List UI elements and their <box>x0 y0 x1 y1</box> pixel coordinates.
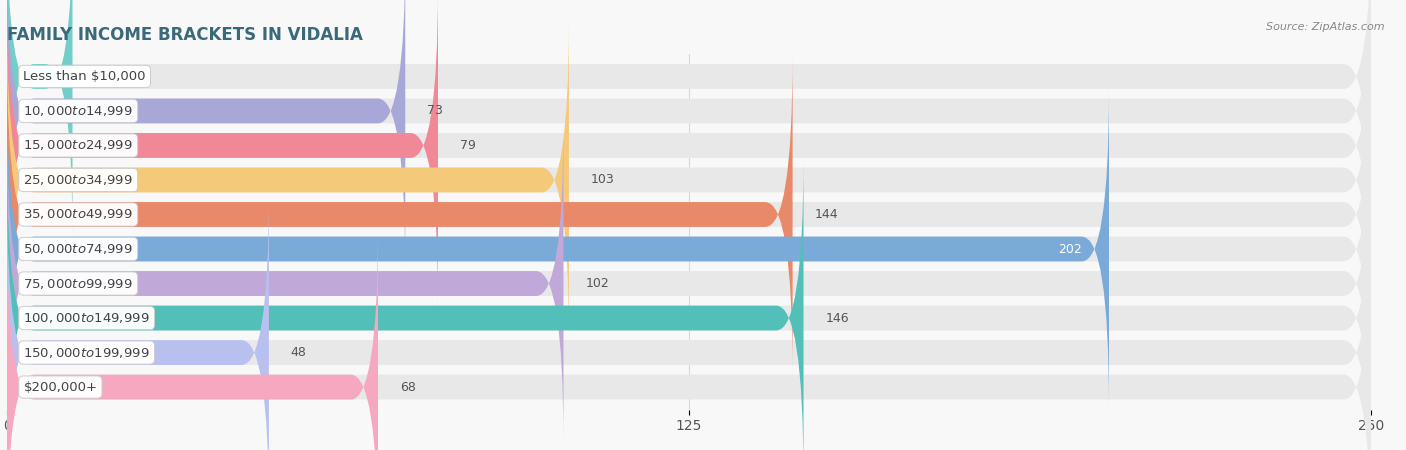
FancyBboxPatch shape <box>7 54 793 375</box>
FancyBboxPatch shape <box>7 20 1371 340</box>
Text: $15,000 to $24,999: $15,000 to $24,999 <box>24 139 134 153</box>
Text: 144: 144 <box>814 208 838 221</box>
FancyBboxPatch shape <box>7 0 73 237</box>
FancyBboxPatch shape <box>7 193 269 450</box>
FancyBboxPatch shape <box>7 20 569 340</box>
Text: 73: 73 <box>427 104 443 117</box>
FancyBboxPatch shape <box>7 193 1371 450</box>
Text: Source: ZipAtlas.com: Source: ZipAtlas.com <box>1267 22 1385 32</box>
Text: $50,000 to $74,999: $50,000 to $74,999 <box>24 242 134 256</box>
Text: $150,000 to $199,999: $150,000 to $199,999 <box>24 346 150 360</box>
FancyBboxPatch shape <box>7 158 803 450</box>
FancyBboxPatch shape <box>7 89 1109 409</box>
Text: $200,000+: $200,000+ <box>24 381 97 394</box>
Text: FAMILY INCOME BRACKETS IN VIDALIA: FAMILY INCOME BRACKETS IN VIDALIA <box>7 26 363 44</box>
Text: $100,000 to $149,999: $100,000 to $149,999 <box>24 311 150 325</box>
FancyBboxPatch shape <box>7 227 378 450</box>
FancyBboxPatch shape <box>7 0 1371 271</box>
Text: $75,000 to $99,999: $75,000 to $99,999 <box>24 276 134 291</box>
Text: 79: 79 <box>460 139 475 152</box>
Text: 102: 102 <box>585 277 609 290</box>
Text: 68: 68 <box>399 381 416 394</box>
Text: 202: 202 <box>1057 243 1081 256</box>
Text: 103: 103 <box>591 174 614 186</box>
FancyBboxPatch shape <box>7 54 1371 375</box>
FancyBboxPatch shape <box>7 0 1371 237</box>
Text: $35,000 to $49,999: $35,000 to $49,999 <box>24 207 134 221</box>
FancyBboxPatch shape <box>7 123 564 444</box>
Text: $25,000 to $34,999: $25,000 to $34,999 <box>24 173 134 187</box>
FancyBboxPatch shape <box>7 227 1371 450</box>
FancyBboxPatch shape <box>7 0 439 306</box>
FancyBboxPatch shape <box>7 0 1371 306</box>
Text: $10,000 to $14,999: $10,000 to $14,999 <box>24 104 134 118</box>
FancyBboxPatch shape <box>7 0 405 271</box>
Text: 146: 146 <box>825 311 849 324</box>
FancyBboxPatch shape <box>7 123 1371 444</box>
Text: 12: 12 <box>94 70 110 83</box>
Text: Less than $10,000: Less than $10,000 <box>24 70 146 83</box>
Text: 48: 48 <box>291 346 307 359</box>
FancyBboxPatch shape <box>7 158 1371 450</box>
FancyBboxPatch shape <box>7 89 1371 409</box>
